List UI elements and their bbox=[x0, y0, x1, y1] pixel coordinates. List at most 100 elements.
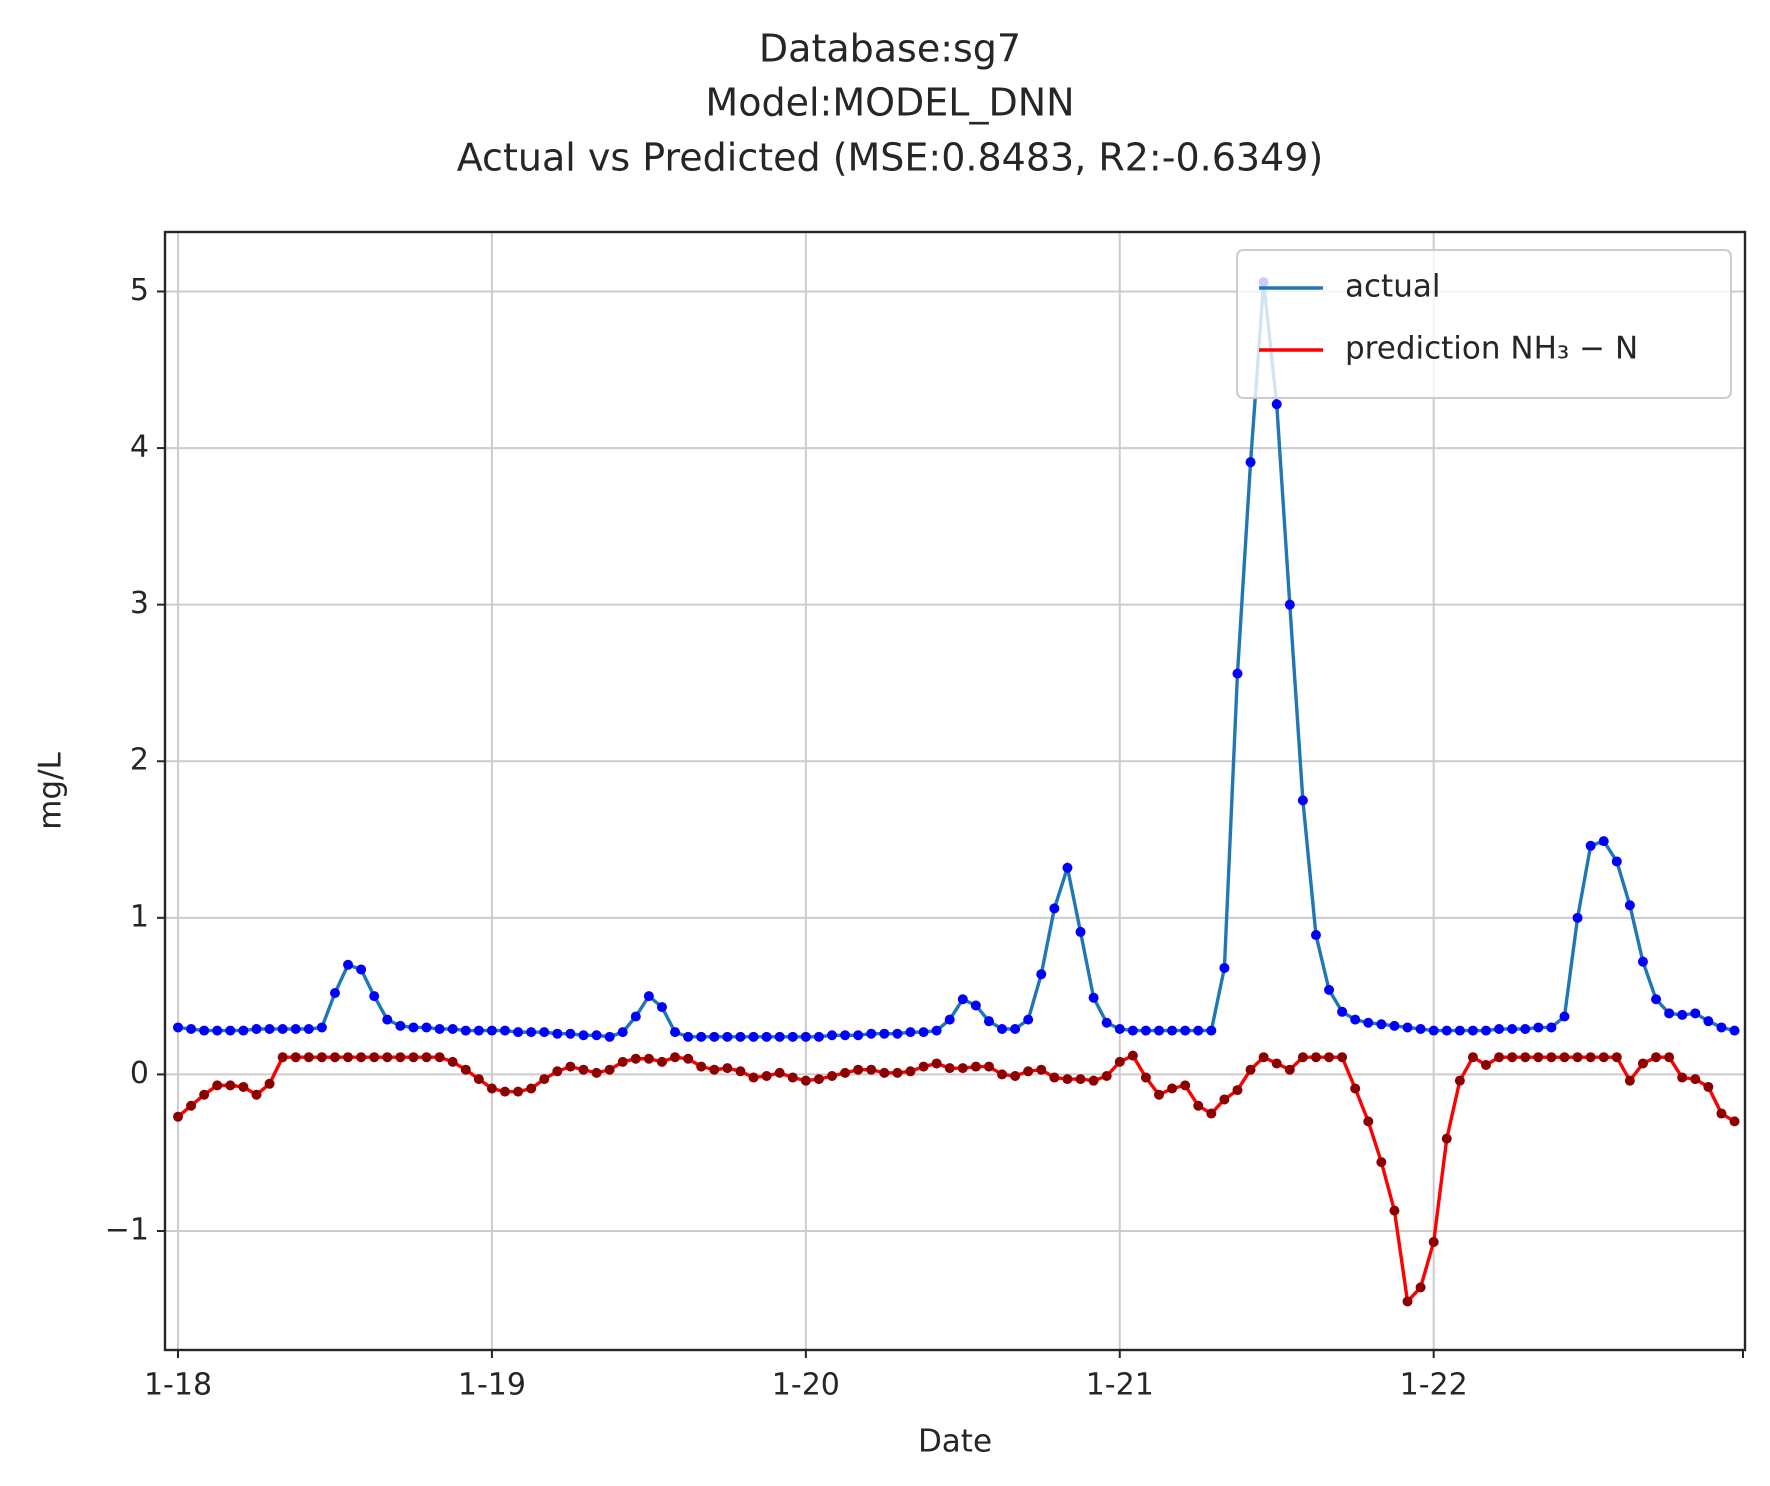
point bbox=[486, 1025, 497, 1036]
point bbox=[395, 1020, 406, 1031]
point bbox=[787, 1072, 798, 1083]
point bbox=[1206, 1025, 1217, 1036]
point bbox=[1154, 1089, 1164, 1100]
point bbox=[735, 1066, 746, 1077]
x-tick-label: 1-20 bbox=[772, 1368, 840, 1403]
point bbox=[813, 1074, 824, 1085]
point bbox=[944, 1063, 955, 1074]
point bbox=[1219, 1094, 1230, 1105]
point bbox=[1049, 1072, 1060, 1083]
point bbox=[1310, 1052, 1321, 1063]
point bbox=[1245, 1064, 1256, 1075]
point bbox=[369, 991, 380, 1002]
x-tick-label: 1-21 bbox=[1086, 1368, 1154, 1403]
y-tick-label: −1 bbox=[105, 1212, 149, 1247]
point bbox=[1363, 1017, 1374, 1028]
point bbox=[1520, 1052, 1531, 1063]
point bbox=[748, 1031, 759, 1042]
point bbox=[1677, 1009, 1688, 1020]
point bbox=[1337, 1052, 1348, 1063]
point bbox=[1271, 1058, 1282, 1069]
point bbox=[264, 1024, 275, 1035]
point bbox=[905, 1066, 916, 1077]
point bbox=[1454, 1025, 1465, 1036]
point bbox=[565, 1061, 576, 1072]
point bbox=[1376, 1019, 1387, 1030]
point bbox=[970, 1061, 981, 1072]
point bbox=[827, 1030, 837, 1041]
point bbox=[1690, 1074, 1701, 1085]
y-axis-label: mg/L bbox=[33, 751, 69, 829]
point bbox=[1428, 1236, 1439, 1247]
point bbox=[983, 1016, 994, 1027]
point bbox=[186, 1024, 197, 1035]
point bbox=[1350, 1014, 1361, 1025]
point bbox=[447, 1056, 458, 1067]
point bbox=[1494, 1024, 1505, 1035]
point bbox=[997, 1024, 1008, 1035]
point bbox=[1415, 1282, 1426, 1293]
point bbox=[1481, 1025, 1491, 1036]
point bbox=[329, 987, 340, 998]
point bbox=[1297, 1052, 1308, 1063]
point bbox=[1637, 1058, 1648, 1069]
point bbox=[709, 1031, 720, 1042]
point bbox=[1180, 1080, 1191, 1091]
point bbox=[1389, 1020, 1400, 1031]
point bbox=[526, 1027, 537, 1038]
point bbox=[500, 1086, 510, 1097]
point bbox=[539, 1074, 550, 1085]
point bbox=[1533, 1052, 1544, 1063]
point bbox=[892, 1028, 903, 1039]
y-tick-label: 1 bbox=[130, 899, 149, 934]
x-axis-label: Date bbox=[918, 1424, 992, 1460]
point bbox=[1284, 599, 1295, 610]
point bbox=[1245, 457, 1256, 468]
point bbox=[1402, 1296, 1413, 1307]
point bbox=[277, 1052, 288, 1063]
point bbox=[879, 1067, 890, 1078]
point bbox=[1729, 1025, 1740, 1036]
point bbox=[591, 1030, 602, 1041]
point bbox=[1075, 1074, 1086, 1085]
point bbox=[957, 1063, 968, 1074]
point bbox=[1337, 1006, 1348, 1017]
point bbox=[329, 1052, 340, 1063]
point bbox=[186, 1100, 197, 1111]
point bbox=[1232, 1085, 1243, 1096]
series-line bbox=[176, 1053, 1736, 1306]
point bbox=[578, 1030, 589, 1041]
point bbox=[630, 1011, 641, 1022]
point bbox=[1664, 1052, 1675, 1063]
point bbox=[617, 1056, 628, 1067]
point bbox=[316, 1022, 327, 1033]
point bbox=[1598, 836, 1609, 847]
point bbox=[1690, 1008, 1701, 1019]
x-tick-label: 1-22 bbox=[1400, 1368, 1468, 1403]
point bbox=[970, 1000, 981, 1011]
point bbox=[1624, 1075, 1635, 1086]
point bbox=[983, 1061, 994, 1072]
point bbox=[565, 1028, 576, 1039]
point bbox=[421, 1022, 432, 1033]
point bbox=[1651, 994, 1662, 1005]
point bbox=[500, 1025, 510, 1036]
point bbox=[1193, 1025, 1204, 1036]
point bbox=[356, 964, 367, 975]
point bbox=[800, 1031, 811, 1042]
point bbox=[199, 1025, 210, 1036]
point bbox=[1219, 962, 1230, 973]
point bbox=[303, 1052, 314, 1063]
point bbox=[1428, 1025, 1439, 1036]
point bbox=[290, 1024, 301, 1035]
point bbox=[761, 1070, 772, 1081]
point bbox=[709, 1064, 720, 1075]
point bbox=[656, 1002, 667, 1013]
x-tick-label: 1-19 bbox=[458, 1368, 526, 1403]
point bbox=[683, 1053, 694, 1064]
point bbox=[552, 1028, 563, 1039]
point bbox=[277, 1024, 288, 1035]
point bbox=[1441, 1133, 1452, 1144]
y-tick-label: 5 bbox=[130, 273, 149, 308]
